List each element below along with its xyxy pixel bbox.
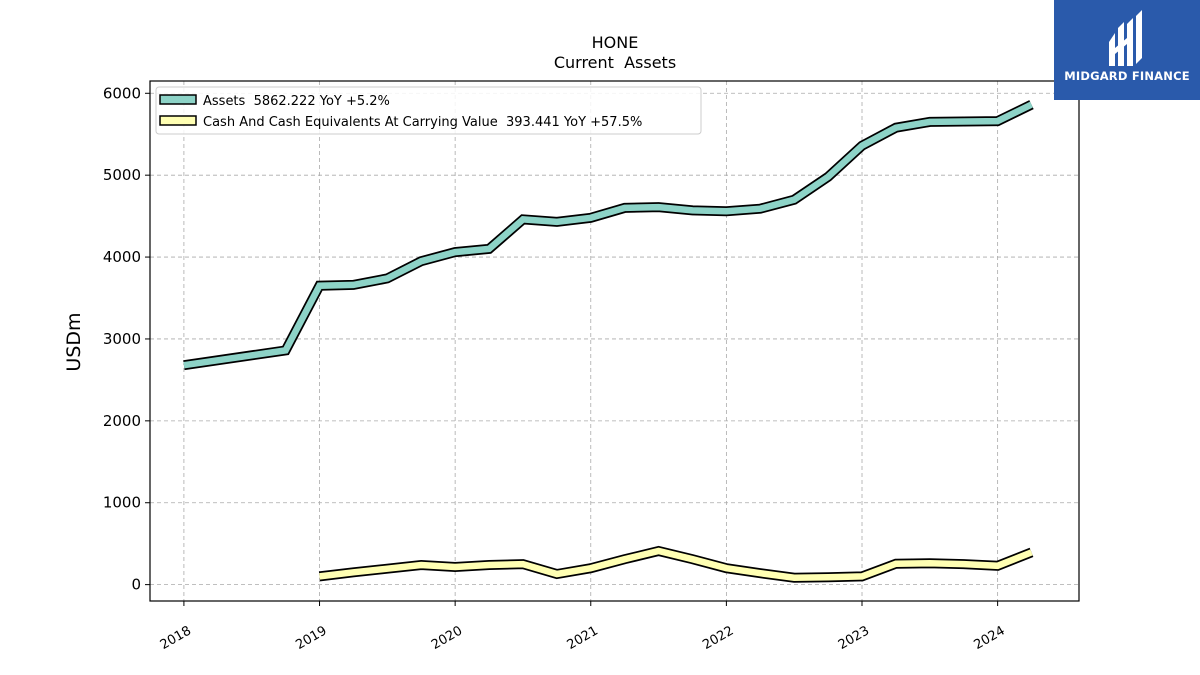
series-assets — [180, 100, 1035, 371]
legend-swatch-assets — [159, 94, 197, 105]
data-point — [418, 562, 425, 569]
data-point — [994, 562, 1001, 569]
data-point — [553, 571, 560, 578]
data-point — [418, 258, 425, 265]
legend: Assets 5862.222 YoY +5.2% Cash And Cash … — [155, 86, 702, 135]
data-point — [892, 560, 899, 567]
data-point — [384, 565, 391, 572]
x-tick-label: 2018 — [158, 623, 194, 653]
x-tick-label: 2024 — [971, 623, 1007, 653]
data-point — [926, 560, 933, 567]
y-tick-label: 1000 — [103, 494, 141, 512]
data-point — [757, 570, 764, 577]
legend-box — [155, 86, 702, 135]
data-point — [452, 249, 459, 256]
x-tick-label: 2021 — [565, 623, 601, 653]
data-point — [825, 173, 832, 180]
data-point — [452, 564, 459, 571]
midgard-logo-icon — [1109, 10, 1142, 66]
data-point — [859, 573, 866, 580]
data-point — [180, 362, 187, 369]
data-point — [825, 574, 832, 581]
data-point — [757, 205, 764, 212]
data-point — [316, 573, 323, 580]
data-point — [960, 118, 967, 125]
data-point — [621, 204, 628, 211]
x-tick-label: 2019 — [293, 623, 329, 653]
series-line — [319, 547, 1033, 581]
data-point — [350, 569, 357, 576]
y-tick-label: 4000 — [103, 248, 141, 266]
legend-label-cash: Cash And Cash Equivalents At Carrying Va… — [203, 115, 642, 130]
y-tick-label: 3000 — [103, 330, 141, 348]
data-point — [791, 574, 798, 581]
data-point — [486, 245, 493, 252]
y-axis-label: USDm — [63, 312, 85, 371]
plot-frame — [149, 80, 1080, 602]
chart-subtitle: Current Assets — [554, 53, 676, 72]
data-point — [859, 142, 866, 149]
data-point — [723, 208, 730, 215]
data-point — [689, 207, 696, 214]
series-line-outline — [183, 100, 1034, 371]
legend-label-assets: Assets 5862.222 YoY +5.2% — [203, 94, 390, 109]
data-point — [282, 347, 289, 354]
data-point — [1028, 101, 1035, 108]
data-point — [960, 561, 967, 568]
data-point — [723, 565, 730, 572]
series-layer — [180, 100, 1035, 583]
data-point — [621, 556, 628, 563]
data-point — [791, 196, 798, 203]
x-tick-label: 2023 — [836, 623, 872, 653]
data-point — [553, 218, 560, 225]
series-line — [183, 101, 1033, 369]
series-cash-and-cash-equivalents-at-carrying-value — [316, 545, 1035, 583]
y-tick-label: 2000 — [103, 412, 141, 430]
data-point — [486, 562, 493, 569]
data-point — [587, 565, 594, 572]
y-tick-label: 6000 — [103, 84, 141, 102]
data-point — [926, 118, 933, 125]
data-point — [1028, 549, 1035, 556]
data-point — [520, 216, 527, 223]
y-tick-label: 0 — [131, 576, 141, 594]
brand-logo: MIDGARD FINANCE — [1054, 0, 1200, 100]
data-point — [384, 275, 391, 282]
data-point — [520, 561, 527, 568]
data-point — [689, 556, 696, 563]
logo-text: MIDGARD FINANCE — [1064, 69, 1190, 83]
x-axis: 2018 2019 2020 2021 2022 2023 2024 — [158, 601, 1008, 653]
data-point — [587, 214, 594, 221]
chart-title: HONE — [592, 33, 639, 52]
data-point — [994, 118, 1001, 125]
x-tick-label: 2020 — [429, 623, 465, 653]
data-point — [655, 204, 662, 211]
data-point — [350, 281, 357, 288]
data-point — [892, 124, 899, 131]
y-tick-label: 5000 — [103, 166, 141, 184]
x-tick-label: 2022 — [700, 623, 736, 653]
y-axis: 0 1000 2000 3000 4000 5000 6000 — [103, 84, 150, 594]
legend-swatch-cash — [159, 115, 197, 126]
data-point — [316, 282, 323, 289]
data-point — [655, 548, 662, 555]
